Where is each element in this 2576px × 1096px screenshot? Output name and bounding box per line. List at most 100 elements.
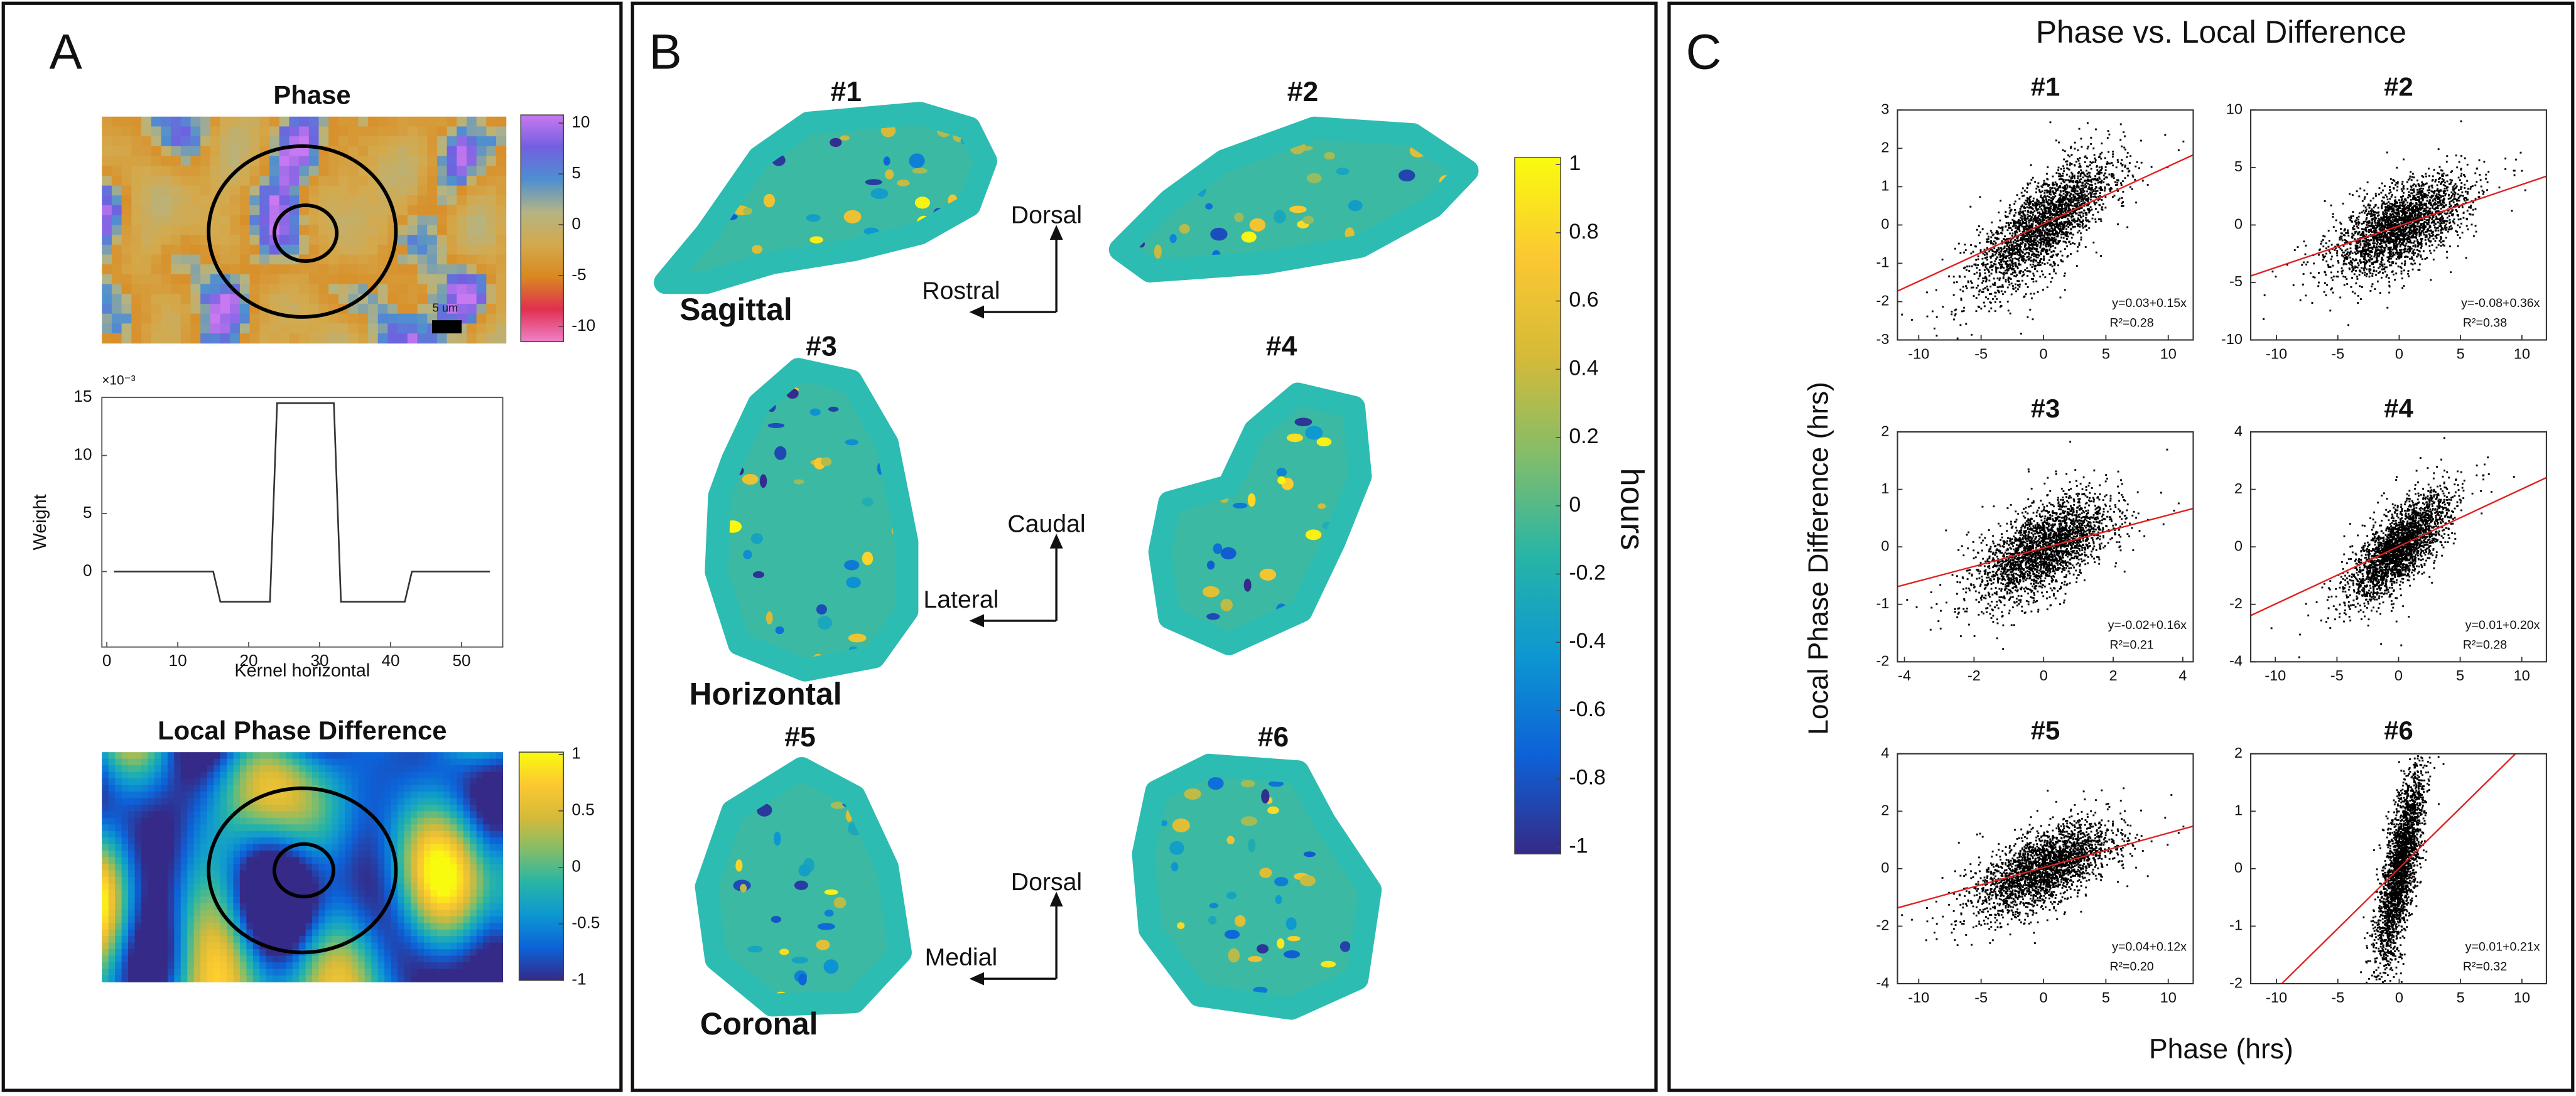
heatmap-cell bbox=[332, 798, 339, 805]
heatmap-cell bbox=[286, 896, 293, 904]
heatmap-cell bbox=[207, 936, 214, 943]
heatmap-cell bbox=[436, 975, 444, 982]
heatmap-title: Phase bbox=[273, 80, 350, 109]
heatmap-cell bbox=[476, 851, 484, 858]
heatmap-cell bbox=[486, 116, 497, 127]
heatmap-cell bbox=[292, 870, 300, 878]
heatmap-cell bbox=[371, 830, 379, 838]
heatmap-cell bbox=[233, 778, 241, 786]
heatmap-cell bbox=[325, 778, 332, 786]
heatmap-cell bbox=[108, 844, 116, 851]
heatmap-cell bbox=[476, 870, 484, 878]
heatmap-cell bbox=[407, 235, 418, 245]
heatmap-cell bbox=[318, 195, 329, 206]
heatmap-cell bbox=[259, 264, 270, 275]
heatmap-cell bbox=[252, 785, 260, 792]
heatmap-cell bbox=[292, 771, 300, 779]
heatmap-cell bbox=[417, 929, 425, 937]
heatmap-cell bbox=[167, 870, 175, 878]
heatmap-cell bbox=[427, 166, 438, 176]
heatmap-cell bbox=[128, 916, 136, 923]
heatmap-cell bbox=[259, 284, 270, 294]
heatmap-cell bbox=[463, 949, 470, 957]
heatmap-cell bbox=[141, 205, 152, 216]
heatmap-cell bbox=[214, 798, 221, 805]
heatmap-cell bbox=[299, 830, 306, 838]
heatmap-cell bbox=[391, 903, 398, 910]
heatmap-cell bbox=[148, 962, 155, 970]
heatmap-title: Local Phase Difference bbox=[158, 716, 446, 745]
heatmap-cell bbox=[252, 876, 260, 884]
heatmap-cell bbox=[227, 851, 234, 858]
heatmap-cell bbox=[457, 804, 464, 812]
heatmap-cell bbox=[387, 313, 398, 324]
heatmap-cell bbox=[266, 955, 273, 963]
heatmap-cell bbox=[174, 804, 181, 812]
heatmap-cell bbox=[227, 942, 234, 950]
heatmap-cell bbox=[325, 864, 332, 871]
heatmap-cell bbox=[134, 837, 142, 845]
heatmap-cell bbox=[364, 910, 372, 917]
heatmap-cell bbox=[308, 136, 320, 147]
heatmap-cell bbox=[200, 798, 208, 805]
heatmap-cell bbox=[102, 136, 112, 147]
heatmap-cell bbox=[312, 824, 320, 832]
heatmap-cell bbox=[417, 824, 425, 832]
heatmap-cell bbox=[318, 936, 326, 943]
heatmap-cell bbox=[299, 870, 306, 878]
heatmap-cell bbox=[463, 864, 470, 871]
heatmap-cell bbox=[371, 936, 379, 943]
heatmap-cell bbox=[134, 949, 142, 957]
heatmap-cell bbox=[436, 185, 448, 196]
heatmap-cell bbox=[423, 864, 431, 871]
heatmap-cell bbox=[308, 215, 320, 225]
heatmap-cell bbox=[286, 791, 293, 798]
heatmap-cell bbox=[457, 969, 464, 976]
section-spot bbox=[840, 135, 850, 141]
heatmap-cell bbox=[128, 903, 136, 910]
heatmap-cell bbox=[318, 923, 326, 930]
heatmap-cell bbox=[193, 916, 201, 923]
heatmap-cell bbox=[220, 313, 230, 324]
heatmap-cell bbox=[187, 804, 195, 812]
heatmap-cell bbox=[423, 758, 431, 766]
heatmap-cell bbox=[404, 817, 411, 825]
heatmap-cell bbox=[239, 949, 247, 957]
heatmap-cell bbox=[128, 870, 136, 878]
heatmap-cell bbox=[430, 817, 438, 825]
heatmap-cell bbox=[489, 916, 497, 923]
heatmap-cell bbox=[161, 274, 171, 285]
heatmap-cell bbox=[496, 975, 504, 982]
heatmap-cell bbox=[279, 903, 286, 910]
heatmap-cell bbox=[328, 333, 339, 344]
heatmap-cell bbox=[220, 975, 227, 982]
heatmap-cell bbox=[318, 876, 326, 884]
heatmap-cell bbox=[417, 235, 428, 245]
heatmap-cell bbox=[312, 929, 320, 937]
heatmap-cell bbox=[174, 969, 181, 976]
heatmap-cell bbox=[457, 303, 467, 314]
heatmap-cell bbox=[377, 195, 388, 206]
heatmap-cell bbox=[398, 303, 408, 314]
heatmap-cell bbox=[332, 975, 339, 982]
heatmap-cell bbox=[154, 798, 161, 805]
heatmap-cell bbox=[289, 215, 300, 225]
heatmap-cell bbox=[299, 936, 306, 943]
heatmap-cell bbox=[436, 942, 444, 950]
heatmap-cell bbox=[286, 936, 293, 943]
heatmap-cell bbox=[457, 244, 467, 255]
heatmap-cell bbox=[161, 857, 168, 864]
heatmap-cell bbox=[193, 811, 201, 819]
heatmap-cell bbox=[154, 903, 161, 910]
heatmap-cell bbox=[220, 294, 230, 304]
heatmap-cell bbox=[193, 864, 201, 871]
heatmap-cell bbox=[358, 923, 365, 930]
heatmap-cell bbox=[148, 771, 155, 779]
heatmap-cell bbox=[318, 962, 326, 970]
heatmap-cell bbox=[358, 136, 369, 147]
heatmap-cell bbox=[407, 126, 418, 137]
heatmap-cell bbox=[187, 896, 195, 904]
heatmap-cell bbox=[457, 136, 467, 147]
heatmap-cell bbox=[200, 942, 208, 950]
heatmap-cell bbox=[174, 942, 181, 950]
